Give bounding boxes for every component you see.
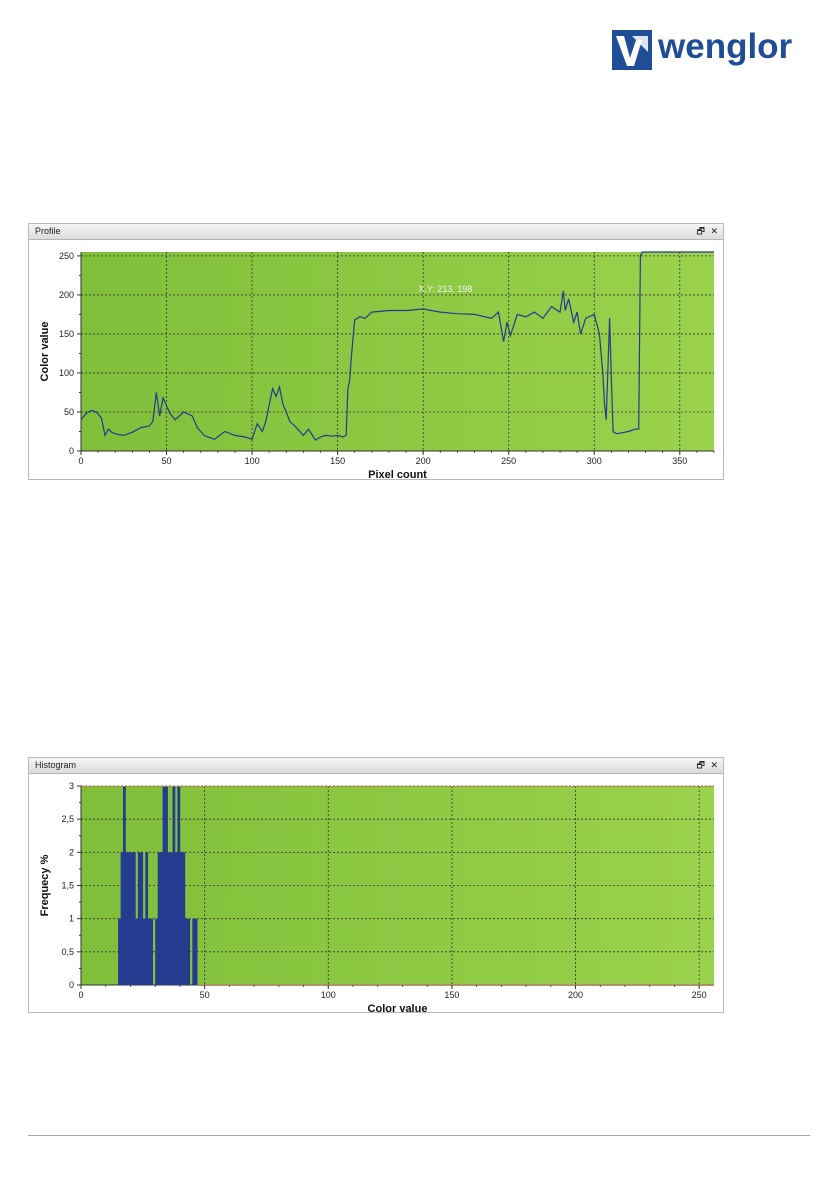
- close-icon[interactable]: ✕: [710, 226, 718, 236]
- histogram-panel-header: Histogram 🗗 ✕: [29, 758, 723, 774]
- x-tick-label: 200: [568, 990, 583, 1000]
- y-axis-title: Color value: [39, 322, 51, 382]
- histogram-bar: [118, 918, 121, 985]
- x-tick-label: 200: [416, 456, 431, 466]
- histogram-bar: [175, 852, 178, 985]
- histogram-bar: [155, 918, 158, 985]
- histogram-bar: [140, 852, 144, 985]
- close-icon[interactable]: ✕: [710, 760, 718, 770]
- y-tick-label: 0: [69, 446, 74, 456]
- x-tick-label: 0: [78, 990, 83, 1000]
- profile-panel: Profile 🗗 ✕ 0 50 100 150 200 250 0 50 100 150 200 2…: [28, 223, 724, 480]
- brand-name: wenglor: [658, 27, 793, 66]
- histogram-bar: [147, 918, 151, 985]
- histogram-bar: [123, 786, 126, 985]
- y-tick-label: 50: [64, 407, 74, 417]
- y-tick-label: 150: [59, 329, 74, 339]
- histogram-bar: [135, 918, 139, 985]
- histogram-panel: Histogram 🗗 ✕ 0 0,5 1 1,5 2 2,5 3 0 50 100 150 200 2…: [28, 757, 724, 1013]
- wenglor-logo-icon: [612, 30, 652, 70]
- histogram-bar: [132, 852, 136, 985]
- x-tick-label: 250: [501, 456, 516, 466]
- x-tick-label: 300: [587, 456, 602, 466]
- x-tick-label: 150: [444, 990, 459, 1000]
- profile-chart: 0 50 100 150 200 250 0 50 100 150 200 250 300 350 Pixe…: [39, 251, 715, 479]
- x-tick-label: 0: [78, 456, 83, 466]
- x-tick-label: 100: [321, 990, 336, 1000]
- y-tick-label: 0,5: [61, 947, 74, 957]
- histogram-panel-title: Histogram: [35, 760, 77, 770]
- histogram-bar: [179, 852, 183, 985]
- footer-divider: [28, 1135, 810, 1136]
- y-tick-label: 2: [69, 847, 74, 857]
- y-tick-label: 250: [59, 251, 74, 261]
- histogram-bar: [167, 852, 171, 985]
- y-tick-label: 1: [69, 914, 74, 924]
- histogram-bar: [162, 786, 166, 985]
- profile-panel-title: Profile: [35, 226, 61, 236]
- x-axis-title: Color value: [368, 1003, 428, 1012]
- y-tick-label: 0: [69, 980, 74, 990]
- histogram-bar: [128, 852, 131, 985]
- histogram-bar: [130, 852, 134, 985]
- histogram-bar: [165, 786, 168, 985]
- plot-area: [81, 252, 714, 451]
- histogram-bar: [157, 852, 161, 985]
- profile-series-line: [80, 251, 714, 441]
- histogram-bar: [145, 852, 149, 985]
- y-tick-label: 3: [69, 781, 74, 791]
- y-tick-label: 2,5: [61, 814, 74, 824]
- histogram-bar: [120, 852, 124, 985]
- x-axis-title: Pixel count: [368, 469, 427, 479]
- x-tick-label: 150: [330, 456, 345, 466]
- y-tick-label: 1,5: [61, 881, 74, 891]
- histogram-bar: [184, 918, 188, 985]
- restore-icon[interactable]: 🗗: [696, 760, 705, 770]
- histogram-bar: [137, 852, 141, 985]
- histogram-bar: [194, 918, 198, 985]
- histogram-bar: [170, 852, 173, 985]
- y-axis-title: Frequecy %: [39, 854, 51, 916]
- wenglor-logo: wenglor: [612, 27, 812, 72]
- y-tick-label: 100: [59, 368, 74, 378]
- histogram-bar: [125, 852, 129, 985]
- histogram-bar: [182, 852, 186, 985]
- y-tick-label: 200: [59, 290, 74, 300]
- x-tick-label: 350: [672, 456, 687, 466]
- histogram-bar: [187, 918, 191, 985]
- histogram-bar: [172, 786, 176, 985]
- x-tick-label: 100: [245, 456, 260, 466]
- cursor-readout: X,Y: 213, 198: [418, 284, 472, 294]
- x-tick-label: 250: [692, 990, 707, 1000]
- histogram-bar: [177, 786, 181, 985]
- histogram-bar: [150, 918, 153, 985]
- histogram-chart: 0 0,5 1 1,5 2 2,5 3 0 50 100 150 200 250 Color value F…: [39, 781, 714, 1012]
- x-tick-label: 50: [162, 456, 172, 466]
- histogram-bar: [192, 918, 196, 985]
- histogram-bar: [142, 918, 146, 985]
- profile-panel-header: Profile 🗗 ✕: [29, 224, 723, 240]
- restore-icon[interactable]: 🗗: [696, 226, 705, 236]
- x-tick-label: 50: [200, 990, 210, 1000]
- histogram-bar: [160, 852, 163, 985]
